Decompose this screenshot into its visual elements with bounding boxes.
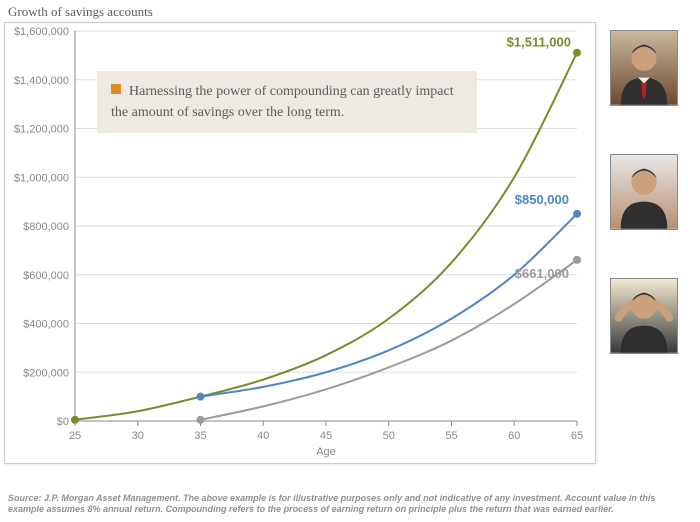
callout-text: Harnessing the power of compounding can … — [111, 84, 454, 120]
svg-text:45: 45 — [320, 430, 332, 442]
svg-text:$661,000: $661,000 — [515, 266, 569, 281]
svg-text:$400,000: $400,000 — [23, 319, 69, 331]
svg-text:$1,000,000: $1,000,000 — [14, 172, 69, 184]
chart-title: Growth of savings accounts — [8, 4, 153, 20]
svg-text:$200,000: $200,000 — [23, 367, 69, 379]
chart-callout: Harnessing the power of compounding can … — [97, 71, 477, 133]
svg-text:$1,400,000: $1,400,000 — [14, 75, 69, 87]
svg-text:40: 40 — [257, 430, 269, 442]
callout-marker-icon — [111, 84, 121, 94]
side-photos — [610, 30, 688, 354]
svg-text:65: 65 — [571, 430, 583, 442]
svg-text:$1,600,000: $1,600,000 — [14, 26, 69, 38]
footnote: Source: J.P. Morgan Asset Management. Th… — [8, 493, 692, 516]
svg-text:60: 60 — [508, 430, 520, 442]
svg-text:$850,000: $850,000 — [515, 192, 569, 207]
photo-2 — [610, 154, 678, 230]
svg-text:$1,200,000: $1,200,000 — [14, 124, 69, 136]
svg-text:35: 35 — [194, 430, 206, 442]
svg-text:25: 25 — [69, 430, 81, 442]
photo-1 — [610, 30, 678, 106]
svg-text:$600,000: $600,000 — [23, 270, 69, 282]
svg-text:Age: Age — [316, 446, 336, 458]
photo-3 — [610, 278, 678, 354]
svg-text:50: 50 — [383, 430, 395, 442]
svg-text:30: 30 — [132, 430, 144, 442]
svg-text:$800,000: $800,000 — [23, 221, 69, 233]
svg-text:$1,511,000: $1,511,000 — [507, 35, 571, 50]
chart: $0 $200,000 $400,000 $600,000 $800,000 $1,000… — [4, 22, 596, 464]
svg-text:55: 55 — [445, 430, 457, 442]
svg-text:$0: $0 — [57, 416, 69, 428]
